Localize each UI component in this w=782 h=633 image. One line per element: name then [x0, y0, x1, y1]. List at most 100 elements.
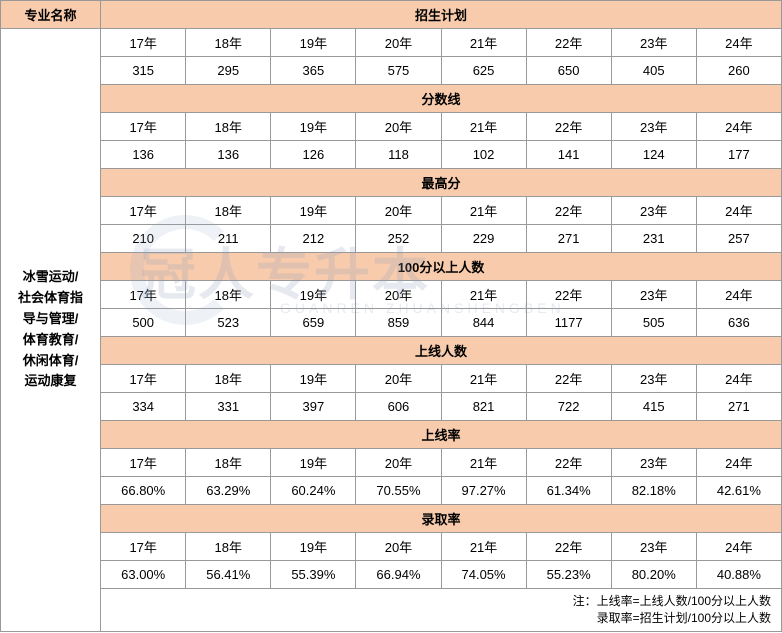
year-cell: 23年	[611, 281, 696, 309]
year-cell: 20年	[356, 197, 441, 225]
year-cell: 18年	[186, 533, 271, 561]
value-cell: 331	[186, 393, 271, 421]
section-header-4: 上线人数	[101, 337, 782, 365]
year-cell: 22年	[526, 113, 611, 141]
year-cell: 18年	[186, 281, 271, 309]
value-cell: 821	[441, 393, 526, 421]
year-cell: 24年	[696, 365, 781, 393]
value-cell: 61.34%	[526, 477, 611, 505]
value-cell: 1177	[526, 309, 611, 337]
footnote-line1: 注：上线率=上线人数/100分以上人数	[573, 594, 771, 608]
value-cell: 575	[356, 57, 441, 85]
value-cell: 271	[696, 393, 781, 421]
year-cell: 17年	[101, 29, 186, 57]
value-cell: 118	[356, 141, 441, 169]
year-cell: 23年	[611, 29, 696, 57]
value-cell: 126	[271, 141, 356, 169]
year-cell: 23年	[611, 365, 696, 393]
value-cell: 141	[526, 141, 611, 169]
section-header-6: 录取率	[101, 505, 782, 533]
value-cell: 844	[441, 309, 526, 337]
value-cell: 271	[526, 225, 611, 253]
value-cell: 97.27%	[441, 477, 526, 505]
year-cell: 22年	[526, 365, 611, 393]
value-cell: 231	[611, 225, 696, 253]
year-cell: 20年	[356, 533, 441, 561]
value-cell: 260	[696, 57, 781, 85]
value-cell: 505	[611, 309, 696, 337]
value-cell: 365	[271, 57, 356, 85]
year-cell: 24年	[696, 449, 781, 477]
value-cell: 257	[696, 225, 781, 253]
major-cell: 冰雪运动/ 社会体育指 导与管理/ 体育教育/ 休闲体育/ 运动康复	[1, 29, 101, 632]
admissions-table: 专业名称 招生计划 冰雪运动/ 社会体育指 导与管理/ 体育教育/ 休闲体育/ …	[0, 0, 782, 632]
value-cell: 66.80%	[101, 477, 186, 505]
major-header: 专业名称	[1, 1, 101, 29]
year-cell: 18年	[186, 113, 271, 141]
value-cell: 415	[611, 393, 696, 421]
year-cell: 22年	[526, 533, 611, 561]
year-cell: 18年	[186, 449, 271, 477]
year-cell: 20年	[356, 449, 441, 477]
year-cell: 17年	[101, 533, 186, 561]
year-cell: 20年	[356, 365, 441, 393]
year-cell: 19年	[271, 197, 356, 225]
year-cell: 17年	[101, 113, 186, 141]
value-cell: 659	[271, 309, 356, 337]
section-header-2: 最高分	[101, 169, 782, 197]
year-cell: 17年	[101, 281, 186, 309]
value-cell: 722	[526, 393, 611, 421]
value-cell: 74.05%	[441, 561, 526, 589]
year-cell: 19年	[271, 533, 356, 561]
year-cell: 21年	[441, 113, 526, 141]
year-cell: 19年	[271, 29, 356, 57]
year-cell: 19年	[271, 113, 356, 141]
value-cell: 42.61%	[696, 477, 781, 505]
section-header-1: 分数线	[101, 85, 782, 113]
year-cell: 20年	[356, 29, 441, 57]
year-cell: 22年	[526, 449, 611, 477]
year-cell: 19年	[271, 449, 356, 477]
year-cell: 21年	[441, 365, 526, 393]
value-cell: 136	[101, 141, 186, 169]
value-cell: 210	[101, 225, 186, 253]
year-cell: 24年	[696, 29, 781, 57]
value-cell: 500	[101, 309, 186, 337]
value-cell: 625	[441, 57, 526, 85]
value-cell: 315	[101, 57, 186, 85]
section-header-3: 100分以上人数	[101, 253, 782, 281]
year-cell: 20年	[356, 113, 441, 141]
year-cell: 17年	[101, 449, 186, 477]
value-cell: 102	[441, 141, 526, 169]
value-cell: 55.23%	[526, 561, 611, 589]
value-cell: 82.18%	[611, 477, 696, 505]
value-cell: 859	[356, 309, 441, 337]
value-cell: 606	[356, 393, 441, 421]
value-cell: 212	[271, 225, 356, 253]
year-cell: 19年	[271, 281, 356, 309]
value-cell: 80.20%	[611, 561, 696, 589]
year-cell: 24年	[696, 197, 781, 225]
value-cell: 650	[526, 57, 611, 85]
value-cell: 405	[611, 57, 696, 85]
year-cell: 23年	[611, 197, 696, 225]
year-cell: 21年	[441, 533, 526, 561]
value-cell: 70.55%	[356, 477, 441, 505]
year-cell: 17年	[101, 365, 186, 393]
year-cell: 19年	[271, 365, 356, 393]
value-cell: 523	[186, 309, 271, 337]
value-cell: 63.00%	[101, 561, 186, 589]
value-cell: 124	[611, 141, 696, 169]
value-cell: 397	[271, 393, 356, 421]
section-header-0: 招生计划	[101, 1, 782, 29]
value-cell: 334	[101, 393, 186, 421]
year-cell: 24年	[696, 113, 781, 141]
footnote-cell: 注：上线率=上线人数/100分以上人数 录取率=招生计划/100分以上人数	[101, 589, 782, 632]
value-cell: 66.94%	[356, 561, 441, 589]
year-cell: 21年	[441, 197, 526, 225]
year-cell: 17年	[101, 197, 186, 225]
year-cell: 22年	[526, 29, 611, 57]
value-cell: 295	[186, 57, 271, 85]
year-cell: 24年	[696, 533, 781, 561]
year-cell: 18年	[186, 365, 271, 393]
